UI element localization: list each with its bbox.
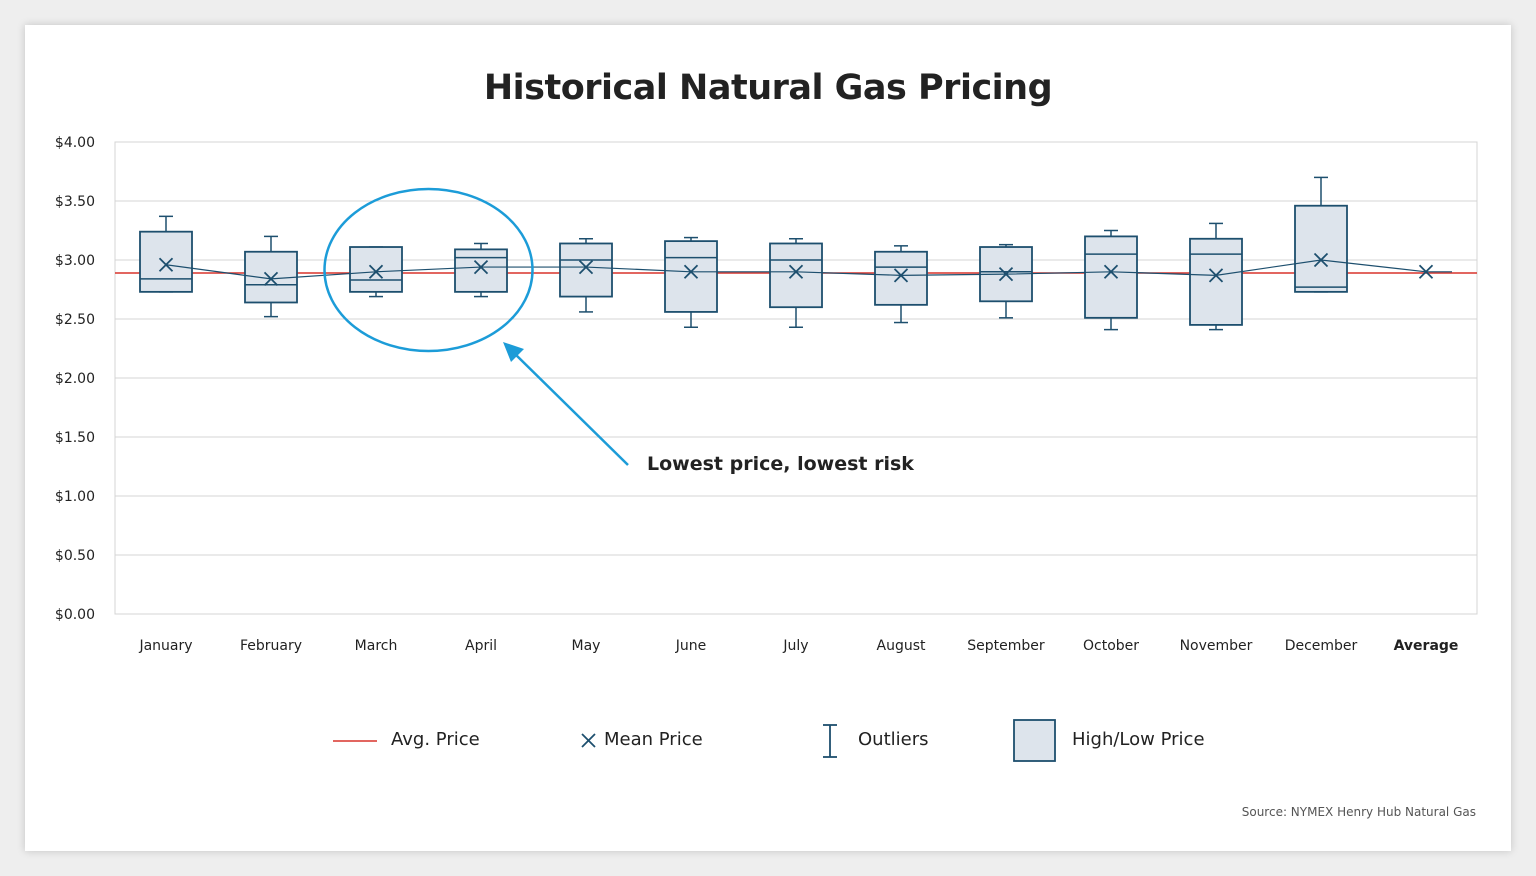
box-body	[769, 242, 823, 309]
mean-marker-stroke	[683, 264, 699, 279]
x-tick-label: June	[675, 638, 707, 654]
mean-marker	[158, 257, 174, 272]
x-tick-label: September	[967, 638, 1045, 654]
annotation-layer	[323, 187, 629, 466]
mean-marker-stroke	[158, 257, 174, 272]
mean-marker	[368, 264, 384, 279]
box-body	[559, 242, 613, 298]
x-tick-label: March	[355, 638, 398, 654]
box-body	[1294, 204, 1348, 293]
mean-marker	[1208, 268, 1224, 283]
mean-marker	[893, 268, 909, 283]
mean-marker-stroke	[1208, 268, 1224, 283]
box-march	[349, 246, 403, 298]
source-note: Source: NYMEX Henry Hub Natural Gas	[1241, 805, 1476, 819]
box-body	[349, 246, 403, 293]
mean-marker-stroke	[578, 259, 594, 275]
annotation-text: Lowest price, lowest risk	[647, 453, 914, 475]
box-body	[454, 248, 508, 293]
chart-title: Historical Natural Gas Pricing	[483, 68, 1053, 108]
mean-marker-stroke	[1313, 252, 1329, 268]
mean-marker-stroke	[788, 264, 804, 279]
mean-marker	[473, 259, 489, 275]
legend-outliers-label: Outliers	[858, 729, 929, 750]
x-tick-label: October	[1083, 638, 1139, 654]
mean-marker-stroke	[368, 264, 384, 279]
mean-marker-stroke	[473, 259, 489, 275]
x-axis: January February March April May June July Augu…	[138, 638, 1458, 654]
legend-mean-price-label: Mean Price	[604, 729, 703, 750]
mean-marker	[263, 271, 279, 287]
legend-mean-price-icon	[581, 733, 596, 748]
box-body	[874, 250, 928, 306]
y-axis: $0.00 $0.50 $1.00 $1.50 $2.00 $2.50 $3.00 $3.50…	[55, 135, 95, 623]
y-tick-label: $1.50	[55, 430, 95, 446]
mean-marker-stroke	[893, 268, 909, 283]
box-july	[769, 238, 823, 329]
x-tick-label: December	[1285, 638, 1358, 654]
box-october	[1084, 229, 1138, 331]
legend-avg-price-label: Avg. Price	[391, 729, 480, 750]
x-tick-label: November	[1180, 638, 1253, 654]
y-tick-label: $0.00	[55, 607, 95, 623]
x-tick-label: January	[138, 638, 192, 654]
annotation-arrow-head	[503, 342, 524, 362]
box-november	[1189, 222, 1243, 331]
box-december	[1294, 176, 1348, 293]
y-tick-label: $2.50	[55, 312, 95, 328]
mean-marker	[1103, 264, 1119, 279]
mean-marker	[683, 264, 699, 279]
box-body	[1189, 237, 1243, 326]
box-june	[664, 236, 718, 329]
mean-marker	[1418, 264, 1434, 279]
mean-trend-line-layer	[158, 252, 1452, 287]
mean-marker-stroke	[1103, 264, 1119, 279]
chart-card	[25, 25, 1511, 851]
legend-outliers-icon	[823, 724, 837, 758]
mean-trend-line	[165, 259, 1452, 280]
legend-high-low-swatch	[1013, 719, 1056, 762]
y-tick-label: $3.50	[55, 194, 95, 210]
y-tick-label: $1.00	[55, 489, 95, 505]
box-body	[1084, 235, 1138, 319]
box-august	[874, 245, 928, 324]
box-body	[139, 230, 193, 293]
highlight-circle	[323, 187, 534, 353]
mean-marker	[1313, 252, 1329, 268]
box-plots	[139, 176, 1348, 331]
mean-marker-stroke	[998, 267, 1014, 282]
x-tick-label: July	[782, 638, 808, 654]
x-tick-label: April	[465, 638, 497, 654]
mean-marker	[578, 259, 594, 275]
legend	[333, 719, 1056, 762]
y-tick-label: $3.00	[55, 253, 95, 269]
legend-high-low-label: High/Low Price	[1072, 729, 1205, 750]
mean-marker	[788, 264, 804, 279]
box-january	[139, 215, 193, 293]
annotation-arrow-shaft	[512, 351, 629, 466]
x-tick-label: May	[572, 638, 601, 654]
mean-marker	[998, 267, 1014, 282]
x-tick-label: February	[240, 638, 302, 654]
box-may	[559, 238, 613, 313]
y-tick-label: $0.50	[55, 548, 95, 564]
y-tick-label: $2.00	[55, 371, 95, 387]
box-april	[454, 242, 508, 298]
y-tick-label: $4.00	[55, 135, 95, 151]
mean-marker-stroke	[1418, 264, 1434, 279]
box-september	[979, 243, 1033, 319]
mean-marker-stroke	[263, 271, 279, 287]
x-tick-label: August	[877, 638, 927, 654]
box-body	[664, 240, 718, 313]
grid-lines	[114, 141, 1478, 615]
x-tick-label: Average	[1394, 638, 1459, 654]
